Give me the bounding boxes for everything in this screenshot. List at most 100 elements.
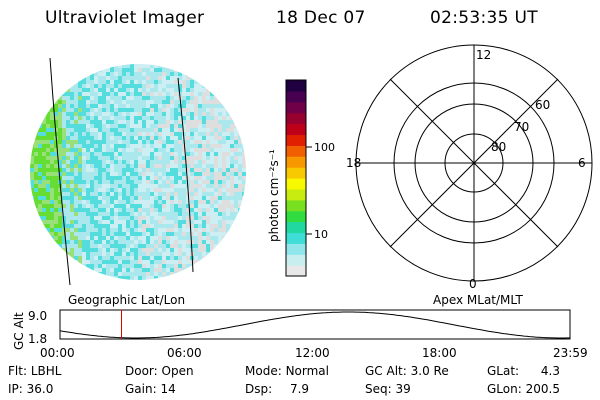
disk-pixel <box>94 184 98 188</box>
disk-pixel <box>74 108 78 112</box>
disk-pixel <box>122 140 126 144</box>
disk-pixel <box>30 200 34 204</box>
disk-pixel <box>90 112 94 116</box>
disk-pixel <box>94 168 98 172</box>
disk-pixel <box>138 256 142 260</box>
disk-pixel <box>230 204 234 208</box>
disk-pixel <box>78 132 82 136</box>
disk-pixel <box>186 180 190 184</box>
disk-pixel <box>110 112 114 116</box>
disk-pixel <box>138 168 142 172</box>
disk-pixel <box>166 88 170 92</box>
disk-pixel <box>42 184 46 188</box>
disk-pixel <box>122 112 126 116</box>
disk-pixel <box>66 244 70 248</box>
disk-pixel <box>102 216 106 220</box>
disk-pixel <box>70 184 74 188</box>
disk-pixel <box>78 256 82 260</box>
disk-pixel <box>174 236 178 240</box>
disk-pixel <box>186 232 190 236</box>
disk-pixel <box>238 176 242 180</box>
disk-pixel <box>142 256 146 260</box>
disk-pixel <box>210 152 214 156</box>
disk-pixel <box>166 196 170 200</box>
disk-pixel <box>94 76 98 80</box>
disk-pixel <box>94 224 98 228</box>
disk-pixel <box>138 216 142 220</box>
disk-pixel <box>106 216 110 220</box>
disk-pixel <box>114 184 118 188</box>
disk-pixel <box>102 232 106 236</box>
disk-pixel <box>186 168 190 172</box>
disk-pixel <box>162 212 166 216</box>
disk-pixel <box>58 108 62 112</box>
disk-pixel <box>206 132 210 136</box>
disk-pixel <box>182 128 186 132</box>
disk-pixel <box>138 208 142 212</box>
disk-pixel <box>226 124 230 128</box>
param-door: Door: Open <box>125 364 194 378</box>
disk-pixel <box>62 96 66 100</box>
disk-pixel <box>242 140 246 144</box>
disk-pixel <box>70 180 74 184</box>
disk-pixel <box>50 120 54 124</box>
disk-pixel <box>138 272 142 276</box>
disk-pixel <box>210 92 214 96</box>
disk-pixel <box>98 88 102 92</box>
disk-pixel <box>118 180 122 184</box>
disk-pixel <box>214 164 218 168</box>
disk-pixel <box>202 88 206 92</box>
disk-pixel <box>118 168 122 172</box>
disk-pixel <box>94 96 98 100</box>
disk-pixel <box>62 144 66 148</box>
disk-pixel <box>86 224 90 228</box>
disk-pixel <box>54 240 58 244</box>
disk-pixel <box>106 120 110 124</box>
disk-pixel <box>114 88 118 92</box>
disk-pixel <box>90 136 94 140</box>
disk-pixel <box>182 188 186 192</box>
disk-pixel <box>154 172 158 176</box>
disk-pixel <box>98 108 102 112</box>
disk-pixel <box>66 168 70 172</box>
disk-pixel <box>66 128 70 132</box>
disk-pixel <box>58 208 62 212</box>
disk-pixel <box>50 180 54 184</box>
disk-pixel <box>134 208 138 212</box>
disk-pixel <box>158 168 162 172</box>
disk-pixel <box>78 216 82 220</box>
disk-pixel <box>118 224 122 228</box>
disk-pixel <box>134 180 138 184</box>
disk-pixel <box>62 108 66 112</box>
disk-pixel <box>206 136 210 140</box>
disk-pixel <box>166 216 170 220</box>
disk-pixel <box>170 180 174 184</box>
disk-pixel <box>174 120 178 124</box>
disk-pixel <box>186 172 190 176</box>
disk-pixel <box>190 76 194 80</box>
disk-pixel <box>98 92 102 96</box>
disk-pixel <box>214 136 218 140</box>
disk-pixel <box>30 160 34 164</box>
disk-pixel <box>58 216 62 220</box>
param-value: LBHL <box>30 364 62 378</box>
disk-pixel <box>98 164 102 168</box>
disk-pixel <box>170 160 174 164</box>
disk-pixel <box>122 80 126 84</box>
disk-pixel <box>198 80 202 84</box>
disk-pixel <box>82 116 86 120</box>
disk-pixel <box>154 132 158 136</box>
disk-pixel <box>86 136 90 140</box>
disk-pixel <box>170 176 174 180</box>
disk-pixel <box>230 152 234 156</box>
disk-pixel <box>222 204 226 208</box>
disk-pixel <box>122 64 126 68</box>
disk-pixel <box>98 116 102 120</box>
disk-pixel <box>226 144 230 148</box>
disk-pixel <box>142 252 146 256</box>
disk-pixel <box>94 236 98 240</box>
disk-pixel <box>138 136 142 140</box>
disk-pixel <box>138 152 142 156</box>
disk-pixel <box>178 76 182 80</box>
disk-pixel <box>94 148 98 152</box>
